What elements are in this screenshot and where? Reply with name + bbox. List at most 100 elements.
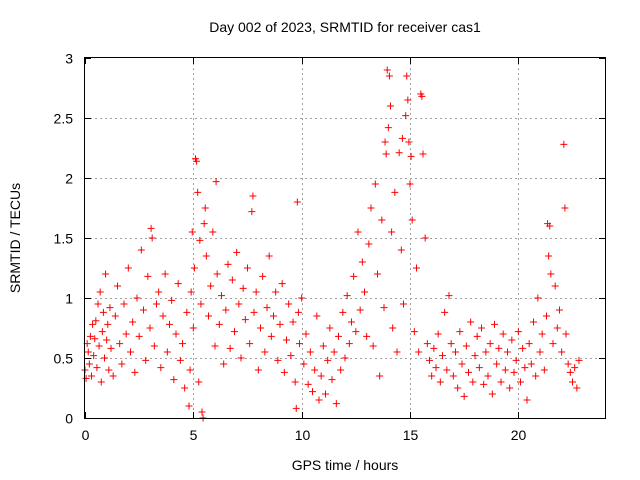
- data-point: [408, 216, 416, 224]
- data-point: [198, 408, 206, 416]
- data-point: [311, 366, 319, 374]
- data-point: [302, 330, 310, 338]
- data-point: [384, 124, 392, 132]
- data-point: [272, 288, 280, 296]
- data-point: [228, 276, 236, 284]
- data-point: [94, 300, 102, 308]
- data-point: [259, 272, 267, 280]
- data-point: [91, 335, 99, 343]
- data-point: [274, 356, 282, 364]
- data-point: [127, 348, 134, 356]
- data-point: [367, 204, 375, 212]
- data-point: [491, 320, 498, 328]
- data-point: [473, 332, 481, 340]
- x-tick-label: 10: [295, 427, 311, 443]
- data-point: [335, 332, 342, 340]
- data-point: [486, 340, 494, 348]
- data-point: [521, 364, 529, 372]
- data-point: [313, 312, 321, 320]
- data-point: [467, 318, 475, 326]
- data-point: [462, 342, 470, 350]
- data-point: [187, 288, 195, 296]
- data-point: [120, 300, 128, 308]
- data-point: [447, 340, 455, 348]
- y-tick-label: 0: [65, 411, 73, 427]
- data-points: [81, 66, 583, 422]
- data-point: [549, 340, 557, 348]
- data-point: [309, 388, 316, 396]
- data-point: [161, 270, 169, 278]
- data-point: [556, 306, 563, 314]
- data-point: [209, 228, 217, 236]
- data-point: [547, 270, 555, 278]
- data-point: [545, 252, 553, 260]
- data-point: [385, 72, 393, 80]
- data-point: [356, 306, 364, 314]
- data-point: [278, 280, 286, 288]
- data-point: [478, 324, 485, 332]
- x-tick-label: 0: [82, 427, 90, 443]
- data-point: [224, 260, 232, 268]
- data-point: [504, 348, 511, 356]
- y-tick-label: 2: [65, 171, 73, 187]
- y-tick-label: 1: [65, 291, 73, 307]
- data-point: [407, 152, 415, 160]
- data-point: [105, 366, 113, 374]
- data-point: [93, 364, 101, 372]
- data-point: [97, 378, 105, 386]
- data-point: [562, 330, 570, 338]
- data-point: [499, 330, 507, 338]
- data-point: [538, 330, 546, 338]
- data-point: [319, 342, 327, 350]
- data-point: [358, 258, 366, 266]
- data-point: [388, 228, 396, 236]
- data-point: [536, 348, 544, 356]
- data-point: [573, 384, 581, 392]
- data-point: [109, 372, 117, 380]
- data-point: [107, 344, 115, 352]
- data-point: [383, 66, 391, 74]
- data-point: [137, 246, 145, 254]
- data-point: [88, 372, 95, 380]
- data-point: [460, 392, 468, 400]
- data-point: [82, 374, 90, 382]
- data-point: [146, 324, 154, 332]
- data-point: [571, 364, 579, 372]
- data-point: [304, 380, 312, 388]
- data-point: [250, 308, 258, 316]
- data-point: [280, 368, 288, 376]
- data-point: [220, 360, 228, 368]
- data-point: [103, 336, 111, 344]
- data-point: [315, 396, 323, 404]
- data-point: [200, 220, 208, 228]
- data-point: [352, 328, 360, 336]
- data-point: [501, 366, 509, 374]
- data-point: [298, 294, 306, 302]
- data-point: [265, 252, 273, 260]
- data-point: [153, 300, 160, 308]
- data-point: [176, 356, 184, 364]
- data-point: [205, 312, 212, 320]
- data-point: [106, 304, 114, 312]
- data-point: [406, 180, 414, 188]
- data-point: [285, 300, 293, 308]
- data-point: [523, 396, 531, 404]
- y-axis-label: SRMTID / TECUs: [7, 183, 23, 293]
- data-point: [168, 296, 176, 304]
- data-point: [300, 360, 308, 368]
- x-tick-labels: 0 5 10 15 20: [82, 427, 527, 443]
- data-point: [374, 270, 381, 278]
- data-point: [147, 224, 155, 232]
- data-point: [328, 376, 336, 384]
- data-point: [201, 204, 209, 212]
- data-point: [124, 264, 132, 272]
- data-point: [525, 340, 533, 348]
- data-point: [254, 366, 262, 374]
- data-point: [99, 308, 107, 316]
- data-point: [248, 208, 256, 216]
- data-point: [410, 328, 418, 336]
- data-point: [389, 324, 397, 332]
- data-point: [369, 342, 377, 350]
- x-axis-label: GPS time / hours: [292, 457, 399, 473]
